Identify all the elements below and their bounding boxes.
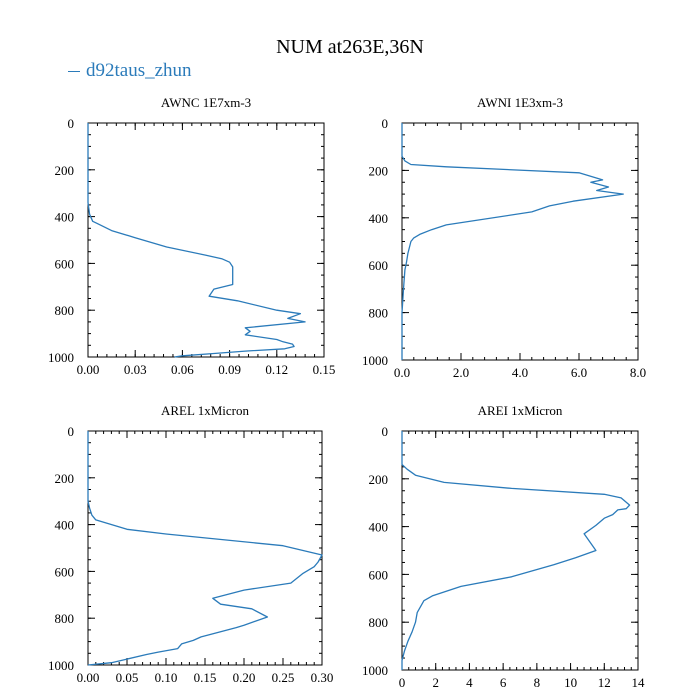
series-line [87,431,323,666]
y-tick-label: 400 [55,210,75,225]
x-tick-label: 0.15 [313,362,336,377]
y-tick-label: 0 [68,116,75,131]
y-tick-label: 0 [68,424,75,439]
y-tick-label: 400 [369,211,389,226]
x-tick-label: 6 [500,675,507,690]
y-tick-label: 800 [55,303,75,318]
panel-awni: AWNI 1E3xm-3 0 200 400 600 800 1000 0.0 2.0 4.0 6.… [362,95,646,380]
y-tick-label: 1000 [362,353,388,368]
y-tick-label: 600 [55,256,75,271]
y-tick-label: 200 [55,471,75,486]
y-tick-label: 800 [369,306,389,321]
x-tick-label: 12 [598,675,611,690]
x-tick-label: 0.03 [124,362,147,377]
y-tick-label: 1000 [48,658,74,673]
series-line [87,123,306,358]
y-tick-label: 800 [55,611,75,626]
series-line [401,123,624,360]
panel-title: AWNI 1E3xm-3 [477,95,563,110]
x-tick-label: 4 [466,675,473,690]
y-tick-label: 200 [369,163,389,178]
x-tick-label: 4.0 [512,365,528,380]
x-tick-label: 2.0 [453,365,469,380]
panel-title: AREI 1xMicron [478,403,563,418]
x-tick-label: 0.10 [155,670,178,685]
x-tick-label: 0.09 [218,362,241,377]
y-tick-label: 0 [382,116,389,131]
x-tick-label: 0.05 [116,670,139,685]
y-tick-label: 200 [369,472,389,487]
x-tick-label: 0.00 [77,670,100,685]
x-tick-label: 0 [399,675,406,690]
series-line [401,431,631,670]
x-tick-label: 0.15 [194,670,217,685]
x-tick-label: 2 [432,675,439,690]
y-tick-label: 1000 [48,350,74,365]
x-tick-label: 0.06 [171,362,194,377]
y-tick-label: 400 [369,520,389,535]
x-tick-label: 0.0 [394,365,410,380]
legend-label: d92taus_zhun [86,60,192,81]
plot-frame [401,122,639,361]
panel-arei: AREI 1xMicron 0 200 400 600 800 1000 0 2 4 6 8 10 12 1… [362,403,645,690]
x-tick-label: 8 [534,675,541,690]
y-tick-label: 1000 [362,663,388,678]
panel-title: AWNC 1E7xm-3 [161,95,251,110]
x-tick-label: 0.00 [77,362,100,377]
y-tick-label: 600 [369,567,389,582]
x-tick-label: 10 [564,675,577,690]
x-tick-label: 6.0 [571,365,587,380]
panel-title: AREL 1xMicron [161,403,249,418]
y-tick-label: 200 [55,163,75,178]
y-tick-label: 600 [55,564,75,579]
figure-title: NUM at263E,36N [276,36,424,58]
plot-frame [87,122,325,358]
legend: d92taus_zhun [68,60,192,82]
y-tick-label: 800 [369,615,389,630]
x-tick-label: 14 [632,675,646,690]
x-tick-label: 0.30 [311,670,334,685]
plot-frame [401,430,639,671]
x-tick-label: 0.20 [233,670,256,685]
y-tick-label: 400 [55,518,75,533]
y-tick-label: 0 [382,424,389,439]
y-tick-label: 600 [369,258,389,273]
plot-frame [87,430,323,666]
x-tick-label: 0.25 [272,670,295,685]
legend-line-swatch [68,71,80,73]
x-tick-label: 8.0 [630,365,646,380]
x-tick-label: 0.12 [265,362,288,377]
